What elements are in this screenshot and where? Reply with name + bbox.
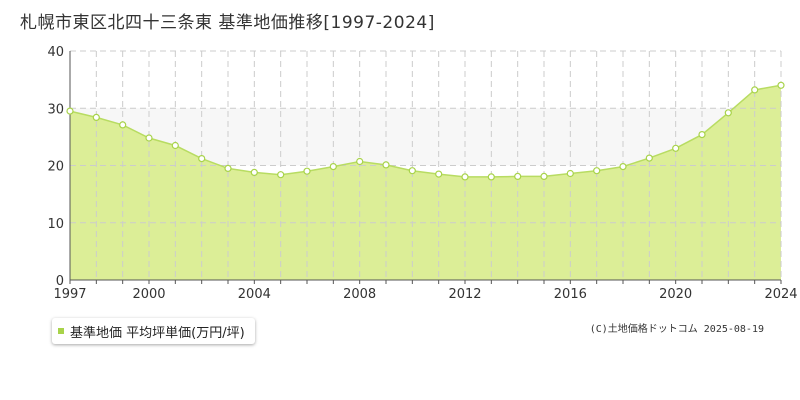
data-point [224, 164, 232, 172]
legend-swatch [58, 328, 64, 334]
data-point [303, 167, 311, 175]
data-point [645, 154, 653, 162]
x-tick-label: 2024 [764, 287, 797, 302]
y-tick-label: 20 [47, 160, 64, 175]
chart-title: 札幌市東区北四十三条東 基準地価推移[1997-2024] [20, 13, 435, 33]
y-tick-label: 10 [47, 217, 64, 232]
points-layer [66, 81, 785, 181]
data-point [250, 168, 258, 176]
data-point [593, 167, 601, 175]
data-point [566, 169, 574, 178]
y-tick-label: 0 [56, 274, 64, 289]
data-point [540, 172, 548, 180]
data-point [382, 161, 390, 169]
data-point [672, 144, 680, 152]
data-point [698, 131, 706, 139]
data-point [461, 173, 469, 181]
x-tick-label: 2012 [448, 287, 481, 302]
x-tick-label: 2020 [659, 287, 692, 302]
data-point [751, 86, 759, 94]
axes-layer [69, 51, 782, 284]
data-point [92, 113, 100, 122]
x-tick-label: 1997 [53, 287, 86, 302]
data-point [724, 109, 732, 117]
tick-labels-layer: 0 10 20 30 40 1997 2000 2004 2008 2012 2016 2020 202… [47, 45, 797, 302]
data-point [777, 81, 785, 89]
data-point [435, 170, 443, 178]
series-line [69, 84, 782, 178]
data-point [119, 121, 127, 129]
data-point [171, 141, 179, 150]
data-point [145, 134, 153, 142]
data-point [198, 155, 206, 163]
x-tick-label: 2008 [343, 287, 376, 302]
y-tick-label: 40 [47, 45, 64, 60]
x-tick-label: 2000 [132, 287, 165, 302]
credit-text: (C)土地価格ドットコム 2025-08-19 [589, 324, 764, 335]
line-layer [69, 84, 782, 178]
series-area [70, 85, 781, 280]
data-point [514, 172, 522, 180]
legend: 基準地価 平均坪単価(万円/坪) [52, 318, 255, 344]
area-layer [70, 85, 781, 280]
data-point [487, 173, 495, 181]
data-point [277, 171, 285, 179]
data-point [408, 167, 416, 175]
legend-label: 基準地価 平均坪単価(万円/坪) [70, 325, 245, 341]
data-point [329, 163, 337, 171]
data-point [619, 163, 627, 171]
data-point [356, 157, 364, 166]
data-point [66, 107, 74, 115]
y-tick-label: 30 [47, 102, 64, 117]
x-tick-label: 2016 [554, 287, 587, 302]
x-tick-label: 2004 [238, 287, 271, 302]
